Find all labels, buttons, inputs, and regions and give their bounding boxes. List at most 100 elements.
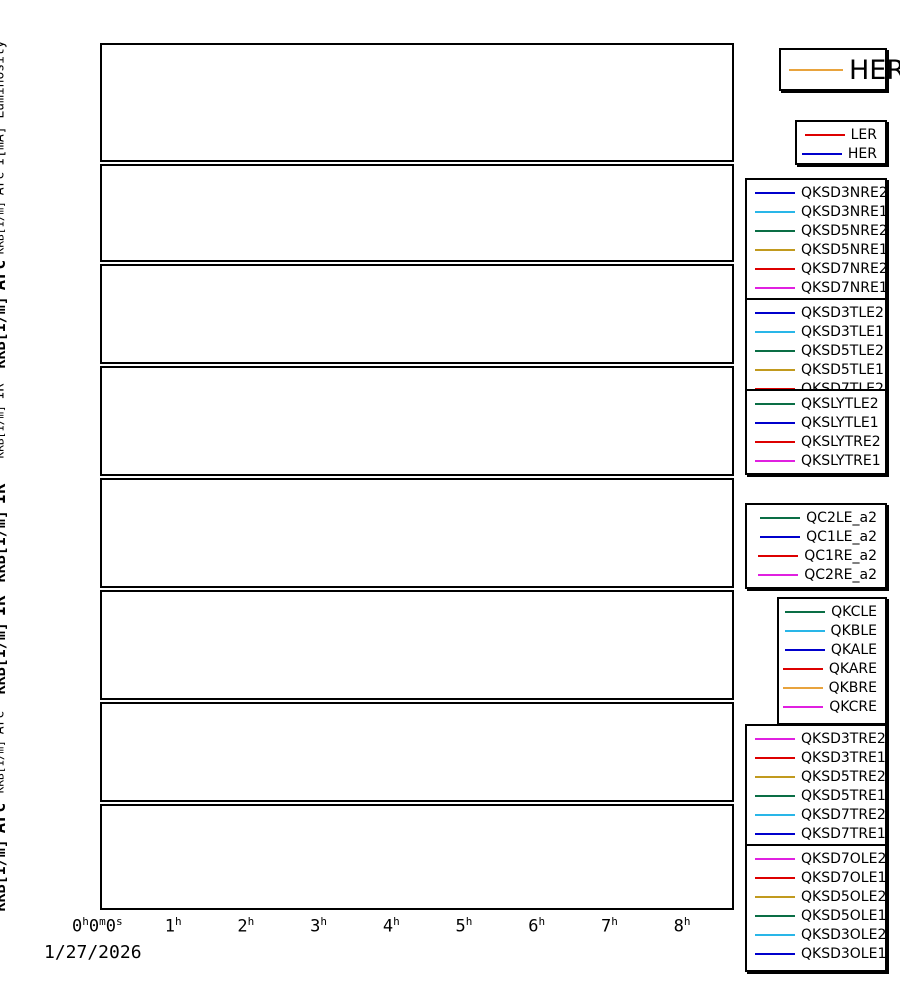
legend-label: QKSD7TRE1: [801, 825, 886, 842]
legend-entry: QKSD7NRE1: [747, 278, 888, 297]
x-axis-tick-label: 2h: [237, 915, 255, 937]
plot-panel-krb-ir-2: [100, 478, 734, 588]
legend-entry: QKSD3NRE2: [747, 183, 888, 202]
legend-entry: QKSD7TRE1: [747, 824, 886, 843]
legend-label: QKSD3NRE2: [801, 184, 888, 201]
legend-label: QKSD5NRE2: [801, 222, 888, 239]
legend-qksd-ole: QKSD7OLE2 QKSD7OLE1 QKSD5OLE2 QKSD5OLE1 QKSD…: [745, 844, 887, 972]
legend-entry: QKSD5OLE1: [747, 906, 886, 925]
legend-entry: QKSD7OLE2: [747, 849, 887, 868]
legend-color-swatch: [760, 516, 801, 519]
legend-color-swatch: [755, 876, 795, 879]
legend-label: QC2RE_a2: [804, 566, 877, 583]
legend-label: QKSD5TLE1: [801, 361, 884, 378]
plot-frame-krb-arc-3: [100, 702, 734, 802]
legend-entry: HER: [781, 51, 900, 89]
legend-color-swatch: [755, 311, 795, 314]
plot-frame-krb-ir-2: [100, 478, 734, 588]
legend-label: QC1RE_a2: [804, 547, 877, 564]
x-axis-tick-label: 7h: [600, 915, 618, 937]
legend-qkslyt: QKSLYTLE2 QKSLYTLE1 QKSLYTRE2 QKSLYTRE1: [745, 389, 887, 475]
legend-color-swatch: [789, 69, 843, 71]
legend-color-swatch: [755, 794, 795, 797]
legend-color-swatch: [755, 914, 795, 917]
legend-label: QKSD7TRE2: [801, 806, 886, 823]
legend-color-swatch: [755, 191, 795, 194]
legend-label: HER: [849, 54, 900, 86]
x-axis-tick-label: 0h0m0s: [72, 915, 123, 937]
legend-entry: QKSD5TRE1: [747, 786, 886, 805]
legend-color-swatch: [755, 330, 795, 333]
legend-color-swatch: [755, 349, 795, 352]
legend-label: QKARE: [828, 660, 877, 677]
legend-color-swatch: [782, 686, 823, 689]
legend-label: QKBRE: [828, 679, 877, 696]
y-axis-region: Arc: [0, 259, 10, 291]
y-axis-unit: KRB[1/m]: [0, 201, 7, 255]
legend-entry: QKSD3OLE1: [747, 944, 886, 963]
x-axis-tick-label: 1h: [164, 915, 182, 937]
legend-entry: QKALE: [779, 640, 885, 659]
legend-entry: QKSD5TRE2: [747, 767, 886, 786]
plot-frame-krb-arc-4: [100, 804, 734, 910]
x-axis-tick-label: 4h: [382, 915, 400, 937]
legend-qksd-tre: QKSD3TRE2 QKSD3TRE1 QKSD5TRE2 QKSD5TRE1 QKSD…: [745, 724, 887, 852]
y-axis-unit: KRB[1/m]: [0, 740, 7, 794]
y-axis-unit: KRB[1/m]: [0, 622, 9, 695]
y-axis-unit: KRB[1/m]: [0, 510, 9, 583]
legend-label: LER: [850, 126, 877, 143]
legend-color-swatch: [755, 267, 795, 270]
legend-label: QKSLYTLE2: [801, 395, 879, 412]
y-axis-unit: KRB[1/m]: [0, 405, 7, 459]
legend-color-swatch: [755, 248, 795, 251]
plot-panel-krb-arc-4: [100, 804, 734, 910]
legend-label: QKSD7OLE2: [801, 850, 887, 867]
legend-entry: QC2LE_a2: [747, 508, 885, 527]
legend-label: QKSD7NRE2: [801, 260, 888, 277]
legend-label: QKSLYTRE1: [801, 452, 881, 469]
legend-entry: QKSD3TRE1: [747, 748, 886, 767]
legend-her-big: HER: [779, 48, 900, 91]
legend-color-swatch: [755, 775, 795, 778]
legend-label: HER: [847, 145, 877, 162]
legend-label: QKSD3NRE1: [801, 203, 888, 220]
y-axis-unit: I[mA] Luminosity: [0, 39, 8, 166]
legend-label: QKSLYTRE2: [801, 433, 881, 450]
x-axis-tick-label: 5h: [455, 915, 473, 937]
plot-frame-krb-arc-1: [100, 164, 734, 262]
x-axis-tick-label: 8h: [673, 915, 691, 937]
legend-color-swatch: [758, 554, 799, 557]
legend-color-swatch: [755, 368, 795, 371]
plot-column: 1.510.503002001000I[mA] Luminosity0-0.00…: [0, 39, 734, 937]
legend-label: QKCRE: [829, 698, 877, 715]
legend-label: QKSD7OLE1: [801, 869, 887, 886]
legend-entry: QKSLYTRE2: [747, 432, 885, 451]
legend-entry: QKSD7NRE2: [747, 259, 888, 278]
legend-color-swatch: [755, 857, 795, 860]
legend-label: QKSLYTLE1: [801, 414, 879, 431]
y-axis-region: Arc: [0, 171, 8, 196]
legend-entry: QC1LE_a2: [747, 527, 885, 546]
legend-qksd-nre: QKSD3NRE2 QKSD3NRE1 QKSD5NRE2 QKSD5NRE1 QKSD…: [745, 178, 888, 306]
legend-color-swatch: [804, 133, 845, 136]
legend-label: QKBLE: [830, 622, 877, 639]
x-axis-tick-label: 6h: [528, 915, 546, 937]
plot-frame-krb-ir-3: [100, 590, 734, 700]
legend-label: QKSD3OLE2: [801, 926, 887, 943]
legend-color-swatch: [755, 387, 795, 390]
legend-color-swatch: [755, 756, 795, 759]
legend-entry: QC1RE_a2: [747, 546, 885, 565]
legend-entry: QKSLYTLE2: [747, 394, 885, 413]
legend-label: QKSD7NRE1: [801, 279, 888, 296]
legend-entry: QKCRE: [779, 697, 885, 716]
legend-entry: QKSD3OLE2: [747, 925, 887, 944]
legend-entry: QKARE: [779, 659, 885, 678]
legend-label: QC1LE_a2: [806, 528, 877, 545]
x-axis-tick-label: 3h: [310, 915, 327, 937]
legend-color-swatch: [755, 421, 795, 424]
plot-panel-luminosity-current: [100, 43, 734, 162]
legend-color-swatch: [755, 952, 795, 955]
legend-entry: QKBLE: [779, 621, 885, 640]
legend-qk-ir: QKCLE QKBLE QKALE QKARE QKBRE QKCRE: [777, 597, 887, 725]
y-axis-region: Arc: [0, 802, 10, 834]
